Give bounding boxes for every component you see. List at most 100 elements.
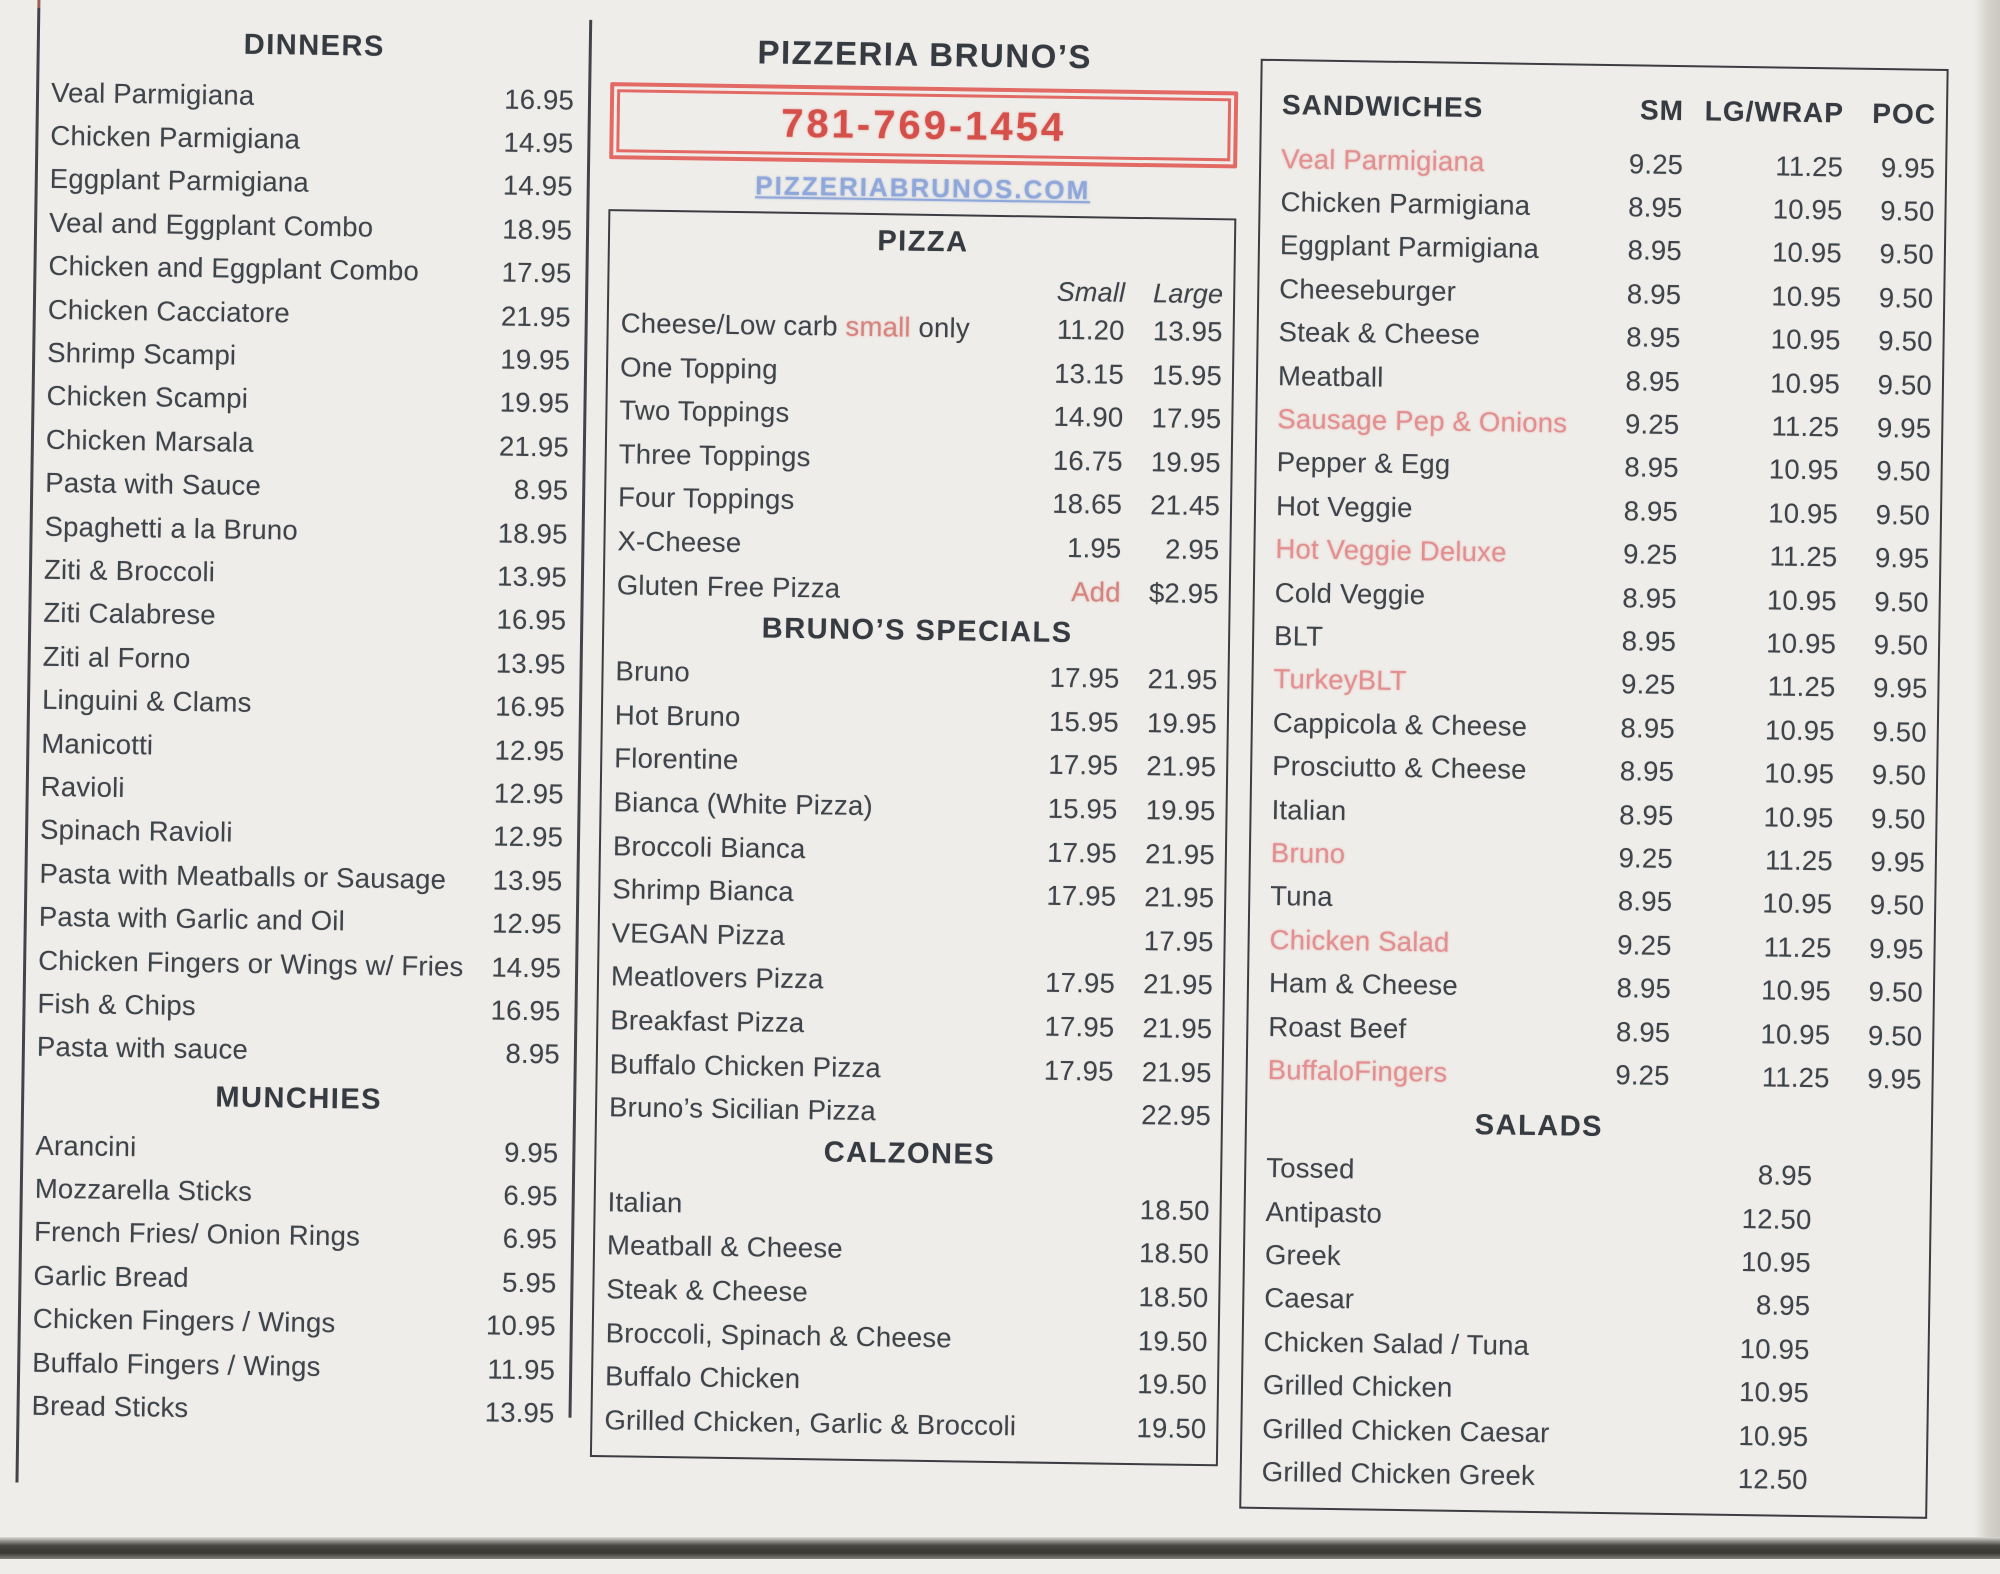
item-name: BLT — [1274, 620, 1581, 657]
item-name: Linguini & Clams — [30, 684, 473, 723]
item-name: Ziti & Broccoli — [32, 554, 475, 593]
item-name: Chicken Salad — [1269, 924, 1576, 961]
item-name: Greek — [1265, 1239, 1661, 1277]
menu-item-row: Bread Sticks 13.95 — [19, 1384, 569, 1436]
item-price-large: 15.95 — [1124, 358, 1222, 391]
item-name: Bruno — [1271, 837, 1578, 874]
item-name: Ham & Cheese — [1269, 967, 1576, 1004]
item-price-sm: 8.95 — [1585, 321, 1680, 354]
item-price-large: 21.95 — [1113, 1055, 1211, 1088]
specials-title: BRUNO’S SPECIALS — [616, 611, 1218, 653]
item-name: Bruno — [615, 656, 1024, 694]
item-price: 18.50 — [1111, 1193, 1209, 1226]
item-price: 10.95 — [464, 1309, 570, 1343]
item-price-large: 21.95 — [1118, 750, 1216, 783]
item-price: 10.95 — [1659, 1375, 1809, 1409]
item-name: Breakfast Pizza — [610, 1004, 1019, 1042]
item-price: 19.95 — [477, 387, 583, 421]
item-price-sm: 9.25 — [1582, 538, 1677, 571]
item-price: 19.50 — [1109, 1368, 1207, 1401]
scan-artifact-red-tick — [37, 0, 40, 8]
item-name: Cappicola & Cheese — [1273, 707, 1580, 744]
phone-stamp-inner: 781-769-1454 — [616, 90, 1231, 162]
item-price-lg-wrap: 10.95 — [1680, 366, 1840, 400]
item-name: Cheeseburger — [1279, 273, 1586, 310]
item-price: 16.95 — [482, 83, 588, 117]
item-price-large: 17.95 — [1123, 402, 1221, 435]
item-name: Cold Veggie — [1275, 577, 1582, 614]
item-price-lg-wrap: 10.95 — [1672, 886, 1832, 920]
item-price: 21.95 — [479, 300, 585, 334]
salads-title: SALADS — [1267, 1106, 1811, 1147]
scan-edge-bottom — [0, 1537, 2000, 1559]
item-price-poc: 9.50 — [1836, 628, 1928, 661]
item-name: Ziti Calabrese — [31, 597, 474, 636]
item-price-poc: 9.50 — [1838, 498, 1930, 531]
item-name: Chicken Parmigiana — [1280, 186, 1587, 223]
item-name: Caesar — [1264, 1282, 1660, 1320]
item-price-poc: 9.50 — [1830, 1019, 1922, 1052]
item-price-small: 17.95 — [1021, 880, 1116, 913]
item-price: 12.95 — [471, 820, 577, 854]
item-price-lg-wrap: 10.95 — [1678, 496, 1838, 530]
item-name: Pasta with sauce — [25, 1031, 468, 1070]
item-price: 17.95 — [479, 256, 585, 290]
item-name: TurkeyBLT — [1273, 663, 1580, 700]
item-name: VEGAN Pizza — [611, 917, 1020, 955]
item-price: 8.95 — [476, 473, 582, 507]
item-name: Veal Parmigiana — [39, 76, 482, 115]
item-name: Florentine — [614, 743, 1023, 781]
item-price-sm: 8.95 — [1578, 798, 1673, 831]
item-name: Three Toppings — [619, 438, 1028, 476]
pizza-menu-box: PIZZA Small Large Cheese/Low carb small … — [590, 209, 1236, 1466]
item-name: Chicken Scampi — [34, 380, 477, 419]
item-price-lg-wrap: 10.95 — [1677, 583, 1837, 617]
item-name: Two Toppings — [619, 395, 1028, 433]
item-price-large: 21.95 — [1114, 1012, 1212, 1045]
item-price-small: 17.95 — [1018, 1054, 1113, 1087]
menu-item-row: Pasta with sauce 8.95 — [25, 1025, 575, 1077]
item-price-poc: 9.95 — [1843, 151, 1935, 184]
item-price-poc: 9.95 — [1829, 1062, 1921, 1095]
red-word: small — [845, 311, 911, 343]
item-price-lg-wrap: 10.95 — [1682, 192, 1842, 226]
specials-list: Bruno 17.95 21.95 Hot Bruno 15.95 19.95 … — [609, 650, 1218, 1138]
item-price: 16.95 — [473, 690, 579, 724]
item-price: 12.95 — [472, 777, 578, 811]
item-price-poc: 9.50 — [1837, 585, 1929, 618]
item-price-lg-wrap: 10.95 — [1681, 279, 1841, 313]
item-price-poc: 9.50 — [1840, 368, 1932, 401]
item-price-lg-wrap: 11.25 — [1679, 409, 1839, 443]
item-price-small: 11.20 — [1029, 313, 1124, 346]
website-text: PIZZERIABRUNOS.COM — [609, 168, 1237, 208]
item-price-lg-wrap: 11.25 — [1675, 669, 1835, 703]
item-name: Veal and Eggplant Combo — [37, 207, 480, 246]
item-price: 6.95 — [465, 1223, 571, 1257]
item-name: Steak & Cheese — [1278, 316, 1585, 353]
item-price-sm: 8.95 — [1583, 451, 1678, 484]
item-price-small: 18.65 — [1027, 488, 1122, 521]
phone-number: 781-769-1454 — [781, 102, 1067, 150]
item-name: Grilled Chicken, Garlic & Broccoli — [604, 1404, 1108, 1443]
item-name: Broccoli Bianca — [613, 830, 1022, 868]
item-name: Tossed — [1266, 1152, 1662, 1190]
item-name: Italian — [1271, 794, 1578, 831]
item-price-lg-wrap: 10.95 — [1674, 756, 1834, 790]
item-price: 8.95 — [1660, 1288, 1810, 1322]
item-price: 11.95 — [463, 1353, 569, 1387]
item-price-lg-wrap: 11.25 — [1683, 149, 1843, 183]
item-price-large: 21.95 — [1119, 663, 1217, 696]
small-column-header: Small — [1030, 277, 1125, 309]
item-name: Pasta with Meatballs or Sausage — [27, 857, 470, 896]
item-price: 19.95 — [478, 343, 584, 377]
item-price-sm: 9.25 — [1588, 147, 1683, 180]
item-price: 13.95 — [473, 647, 579, 681]
dinners-column: DINNERS Veal Parmigiana 16.95 Chicken Pa… — [19, 16, 589, 1436]
item-price-small: 1.95 — [1026, 531, 1121, 564]
item-name: Italian — [607, 1186, 1111, 1225]
item-name: Hot Veggie Deluxe — [1275, 533, 1582, 570]
item-price-poc: 9.50 — [1834, 759, 1926, 792]
item-price: 16.95 — [468, 994, 574, 1028]
item-price-lg-wrap: 10.95 — [1671, 973, 1831, 1007]
item-name: Antipasto — [1265, 1196, 1661, 1234]
